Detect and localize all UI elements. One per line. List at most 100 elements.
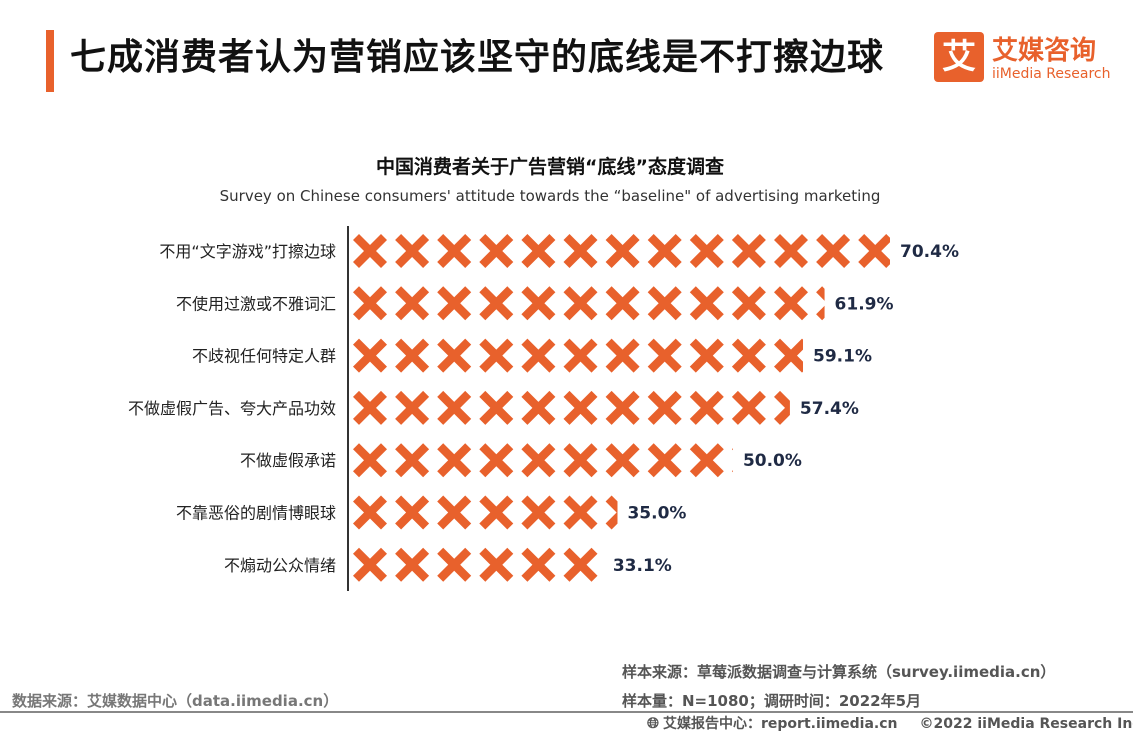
x-mark-icon [647, 390, 682, 425]
logo-cn-text: 艾媒咨询 [992, 36, 1097, 66]
x-mark-icon [521, 495, 556, 530]
x-mark-icon [479, 286, 514, 321]
bar-1 [353, 234, 890, 268]
x-mark-icon [563, 338, 598, 373]
x-mark-icon [437, 390, 472, 425]
bar-5 [353, 443, 733, 478]
bar-2 [353, 286, 825, 321]
x-mark-icon [479, 234, 514, 268]
x-mark-icon [395, 234, 430, 268]
x-mark-icon [774, 286, 808, 321]
page-title: 七成消费者认为营销应该坚守的底线是不打擦边球 [70, 37, 885, 78]
x-mark-icon [605, 234, 640, 268]
x-mark-icon [774, 338, 804, 373]
value-label: 33.1% [613, 556, 672, 576]
bar-6 [353, 495, 618, 530]
x-mark-icon [605, 338, 640, 373]
bar-4 [353, 390, 790, 425]
x-mark-icon [353, 286, 387, 321]
x-mark-icon [563, 286, 598, 321]
value-label: 50.0% [743, 451, 802, 471]
category-label: 不用“文字游戏”打擦边球 [159, 242, 336, 261]
x-mark-icon [689, 443, 724, 478]
bar-7 [353, 547, 598, 582]
x-mark-icon [437, 443, 472, 478]
x-mark-icon [521, 286, 556, 321]
x-mark-icon [731, 234, 766, 268]
iimedia-logo: 艾 艾媒咨询 iiMedia Research [934, 28, 1124, 88]
x-mark-icon [563, 234, 598, 268]
x-mark-icon [395, 390, 430, 425]
value-label: 61.9% [835, 294, 894, 314]
logo-en-text: iiMedia Research [992, 66, 1111, 82]
x-mark-icon [563, 390, 598, 425]
x-mark-icon [689, 286, 724, 321]
x-mark-icon [353, 495, 387, 530]
x-mark-icon [437, 547, 472, 582]
x-mark-icon [437, 495, 472, 530]
chart-title: 中国消费者关于广告营销“底线”态度调查 [376, 156, 724, 178]
x-mark-icon [395, 547, 430, 582]
title-accent-bar [46, 30, 54, 92]
x-mark-icon [395, 286, 430, 321]
x-mark-icon [521, 390, 556, 425]
category-label: 不做虚假广告、夸大产品功效 [128, 399, 336, 418]
x-mark-icon [731, 286, 766, 321]
x-mark-icon [395, 338, 430, 373]
x-mark-icon [858, 234, 890, 268]
report-center-link[interactable]: 艾媒报告中心：report.iimedia.cn [663, 716, 898, 732]
x-mark-icon [479, 338, 514, 373]
x-mark-icon [521, 547, 556, 582]
x-mark-icon [689, 390, 724, 425]
category-label: 不做虚假承诺 [240, 451, 336, 470]
x-mark-icon [353, 234, 387, 268]
globe-icon: 🌐︎ [647, 714, 660, 732]
category-label: 不煽动公众情绪 [224, 556, 336, 575]
value-label: 70.4% [900, 242, 959, 262]
sample-source: 样本来源：草莓派数据调查与计算系统（survey.iimedia.cn） [622, 663, 1056, 681]
x-mark-icon [731, 338, 766, 373]
x-mark-icon [437, 234, 472, 268]
x-mark-icon [563, 443, 598, 478]
value-label: 57.4% [800, 399, 859, 419]
x-mark-icon [816, 234, 851, 268]
x-mark-icon [774, 234, 808, 268]
category-label: 不使用过激或不雅词汇 [176, 294, 336, 313]
x-mark-icon [353, 547, 387, 582]
logo-icon: 艾 [934, 32, 984, 82]
x-mark-icon [521, 338, 556, 373]
sample-size: 样本量：N=1080；调研时间：2022年5月 [622, 692, 922, 710]
copyright: ©2022 iiMedia Research Inc [919, 716, 1133, 732]
x-mark-icon [521, 443, 556, 478]
x-mark-icon [353, 338, 387, 373]
category-label: 不歧视任何特定人群 [192, 347, 336, 366]
x-mark-icon [353, 390, 387, 425]
x-mark-icon [521, 234, 556, 268]
x-mark-icon [437, 338, 472, 373]
x-mark-icon [605, 390, 640, 425]
x-mark-icon [689, 338, 724, 373]
x-mark-icon [647, 234, 682, 268]
chart-subtitle: Survey on Chinese consumers' attitude to… [219, 187, 881, 205]
bar-3 [353, 338, 804, 373]
footer: 🌐︎ 艾媒报告中心：report.iimedia.cn ©2022 iiMedia … [647, 713, 1133, 733]
x-mark-icon [479, 495, 514, 530]
footer-divider [0, 711, 1133, 713]
x-mark-icon [479, 547, 514, 582]
x-mark-icon [647, 286, 682, 321]
x-mark-icon [479, 390, 514, 425]
x-mark-icon [731, 390, 766, 425]
x-mark-icon [563, 547, 598, 582]
value-label: 35.0% [627, 504, 686, 524]
x-mark-icon [647, 443, 682, 478]
x-mark-icon [479, 443, 514, 478]
value-label: 59.1% [813, 347, 872, 367]
x-mark-icon [689, 234, 724, 268]
x-mark-icon [647, 338, 682, 373]
data-source: 数据来源：艾媒数据中心（data.iimedia.cn） [12, 692, 339, 710]
x-mark-icon [605, 443, 640, 478]
category-label: 不靠恶俗的剧情博眼球 [176, 504, 336, 523]
x-mark-icon [605, 286, 640, 321]
x-mark-icon [437, 286, 472, 321]
